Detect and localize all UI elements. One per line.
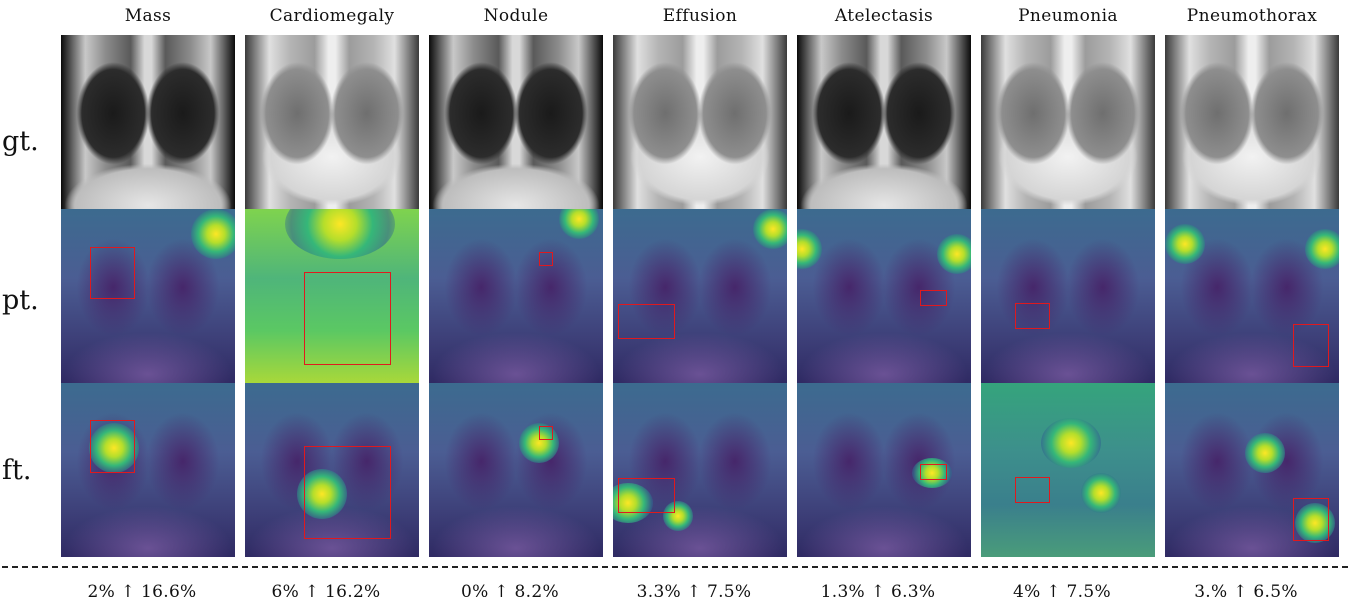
heatmap-ft-cardiomegaly: [245, 383, 419, 557]
heatmap-pt-mass: [61, 209, 235, 383]
heatmap-ft-pneumonia: [981, 383, 1155, 557]
row-label-pt: pt.: [2, 285, 39, 316]
column-title-pneumothorax: Pneumothorax: [1186, 6, 1318, 26]
heatmap-pt-pneumothorax: [1165, 209, 1339, 383]
bounding-box: [920, 464, 947, 480]
bounding-box: [304, 446, 391, 539]
column-title-mass: Mass: [124, 6, 172, 26]
row-label-ft: ft.: [2, 455, 32, 486]
bounding-box: [1015, 477, 1050, 503]
xray-gt-effusion: [613, 35, 787, 209]
xray-gt-atelectasis: [797, 35, 971, 209]
bounding-box: [618, 478, 675, 513]
bounding-box: [539, 252, 553, 266]
xray-gt-mass: [61, 35, 235, 209]
bounding-box: [618, 304, 675, 339]
xray-gt-pneumothorax: [1165, 35, 1339, 209]
column-title-pneumonia: Pneumonia: [1018, 6, 1118, 26]
xray-gt-nodule: [429, 35, 603, 209]
stat-pneumothorax: 3.% ↑ 6.5%: [1194, 582, 1298, 602]
stat-atelectasis: 1.3% ↑ 6.3%: [820, 582, 936, 602]
stat-nodule: 0% ↑ 8.2%: [461, 582, 559, 602]
heatmap-ft-effusion: [613, 383, 787, 557]
bounding-box: [920, 290, 947, 306]
column-title-nodule: Nodule: [483, 6, 549, 26]
bounding-box: [90, 247, 135, 299]
dashed-divider: [2, 566, 1348, 568]
xray-gt-cardiomegaly: [245, 35, 419, 209]
heatmap-ft-nodule: [429, 383, 603, 557]
heatmap-ft-mass: [61, 383, 235, 557]
bounding-box: [539, 426, 553, 440]
bounding-box: [1293, 324, 1329, 367]
stat-mass: 2% ↑ 16.6%: [87, 582, 197, 602]
column-title-cardiomegaly: Cardiomegaly: [269, 6, 395, 26]
heatmap-pt-pneumonia: [981, 209, 1155, 383]
heatmap-pt-nodule: [429, 209, 603, 383]
stat-pneumonia: 4% ↑ 7.5%: [1013, 582, 1111, 602]
bounding-box: [1293, 498, 1329, 541]
row-label-gt: gt.: [2, 126, 39, 157]
bounding-box: [304, 272, 391, 365]
stat-effusion: 3.3% ↑ 7.5%: [636, 582, 752, 602]
column-title-atelectasis: Atelectasis: [834, 6, 934, 26]
heatmap-pt-cardiomegaly: [245, 209, 419, 383]
heatmap-pt-effusion: [613, 209, 787, 383]
stat-cardiomegaly: 6% ↑ 16.2%: [271, 582, 381, 602]
bounding-box: [90, 420, 135, 473]
heatmap-ft-atelectasis: [797, 383, 971, 557]
heatmap-ft-pneumothorax: [1165, 383, 1339, 557]
xray-gt-pneumonia: [981, 35, 1155, 209]
column-title-effusion: Effusion: [662, 6, 738, 26]
heatmap-pt-atelectasis: [797, 209, 971, 383]
bounding-box: [1015, 303, 1050, 329]
